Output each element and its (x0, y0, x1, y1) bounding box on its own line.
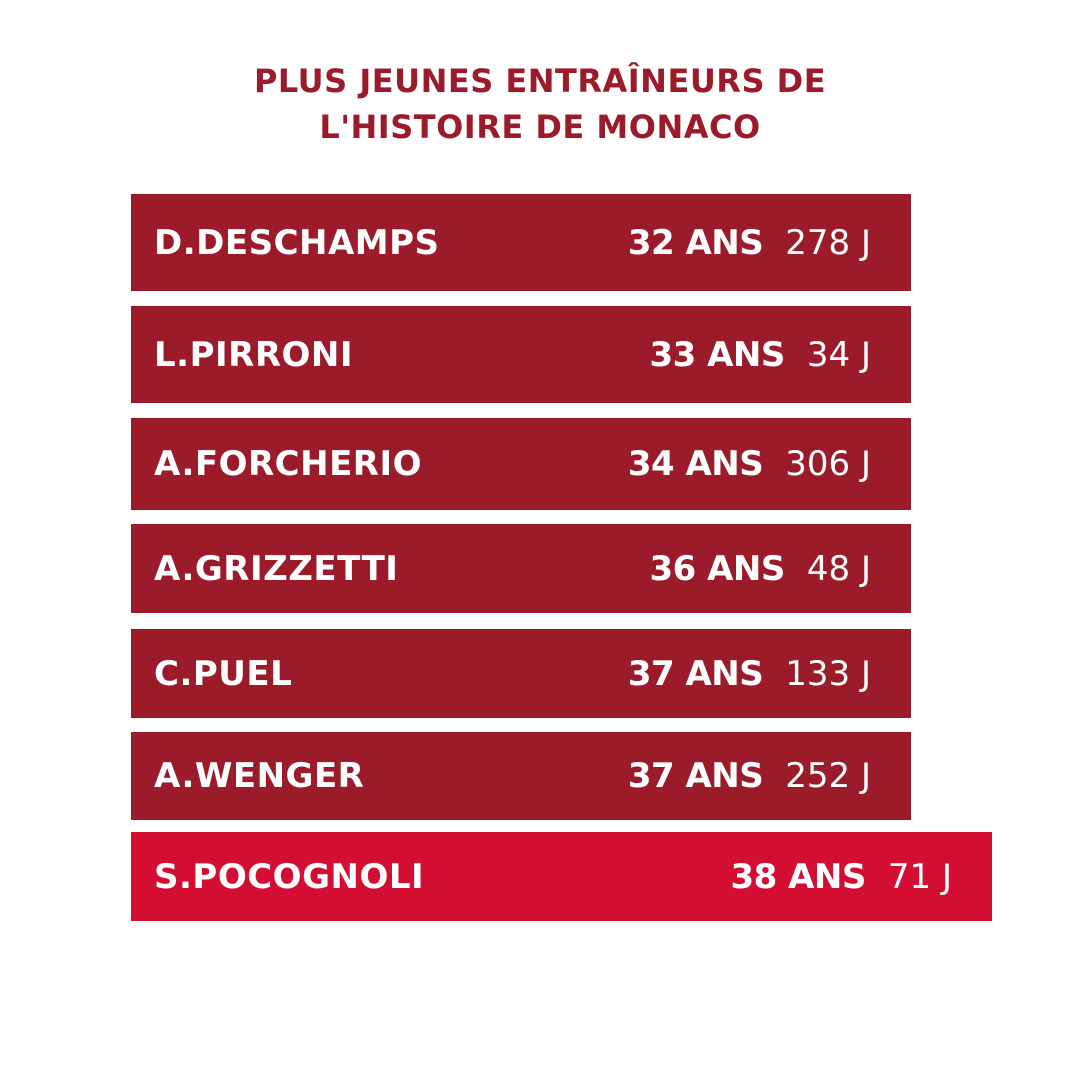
coach-age: 37 ANS 252 J (628, 756, 871, 796)
chart-title-line-2: L'HISTOIRE DE MONACO (319, 108, 761, 146)
coach-name: A.WENGER (154, 756, 365, 796)
age-years-label: 37 ANS (627, 653, 764, 694)
age-years-label: 32 ANS (627, 222, 764, 263)
coach-name: S.POCOGNOLI (154, 856, 425, 897)
age-years-label: 37 ANS (627, 756, 764, 796)
coach-bar-highlighted: S.POCOGNOLI 38 ANS 71 J (131, 832, 992, 921)
chart-title: PLUS JEUNES ENTRAÎNEURS DE L'HISTOIRE DE… (0, 58, 1080, 150)
coach-bar: A.WENGER 37 ANS 252 J (131, 732, 911, 820)
coach-bar: D.DESCHAMPS 32 ANS 278 J (131, 194, 911, 291)
age-years-label: 34 ANS (627, 444, 764, 484)
coach-name: L.PIRRONI (154, 334, 354, 375)
coach-age: 33 ANS 34 J (649, 335, 871, 375)
coach-age: 37 ANS 133 J (628, 654, 871, 694)
coach-age: 36 ANS 48 J (649, 549, 871, 589)
coach-bar: A.GRIZZETTI 36 ANS 48 J (131, 524, 911, 613)
age-days-label: 252 J (785, 756, 871, 796)
coach-age: 34 ANS 306 J (628, 444, 871, 484)
age-years-label: 36 ANS (649, 548, 785, 589)
coach-name: A.FORCHERIO (154, 444, 423, 484)
age-days-label: 306 J (785, 444, 871, 484)
coach-bar: A.FORCHERIO 34 ANS 306 J (131, 418, 911, 510)
age-days-label: 48 J (806, 548, 871, 589)
age-years-label: 38 ANS (730, 856, 866, 897)
coach-age: 38 ANS 71 J (730, 857, 952, 897)
coach-name: D.DESCHAMPS (154, 222, 440, 263)
age-years-label: 33 ANS (649, 334, 785, 375)
chart-title-line-1: PLUS JEUNES ENTRAÎNEURS DE (253, 62, 827, 100)
coach-bar: C.PUEL 37 ANS 133 J (131, 629, 911, 718)
age-days-label: 34 J (806, 334, 871, 375)
coach-name: A.GRIZZETTI (154, 548, 399, 589)
coach-age: 32 ANS 278 J (628, 223, 871, 263)
age-days-label: 133 J (785, 653, 871, 694)
coach-name: C.PUEL (154, 653, 293, 694)
age-days-label: 278 J (785, 222, 871, 263)
age-days-label: 71 J (887, 856, 952, 897)
coach-bar: L.PIRRONI 33 ANS 34 J (131, 306, 911, 403)
